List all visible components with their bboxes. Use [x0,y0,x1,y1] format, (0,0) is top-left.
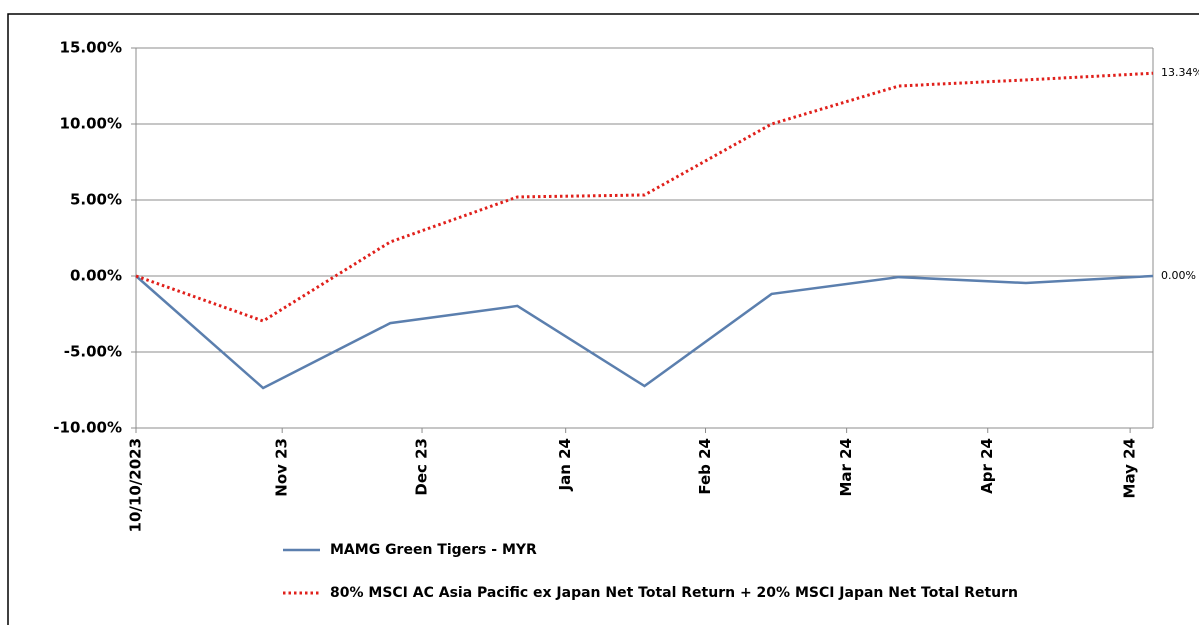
x-tick-label: Apr 24 [978,438,996,494]
x-tick-label: Jan 24 [556,438,574,491]
legend-label: 80% MSCI AC Asia Pacific ex Japan Net To… [330,585,1018,601]
x-tick-label: 10/10/2023 [127,438,145,532]
end-label: 13.34% [1161,66,1199,79]
series-line [135,274,1154,390]
y-tick-label: 15.00% [60,39,122,57]
x-tick-label: Nov 23 [273,438,291,497]
x-tick-label: Feb 24 [696,438,714,495]
series-line [135,71,1154,323]
x-tick-label: Dec 23 [413,438,431,496]
x-tick-label: Mar 24 [837,438,855,497]
y-tick-label: -10.00% [53,419,122,437]
y-tick-label: 5.00% [70,191,122,209]
frame [7,13,1199,629]
y-tick-label: 10.00% [60,115,122,133]
legend-label: MAMG Green Tigers - MYR [330,542,537,558]
y-tick-label: -5.00% [64,343,122,361]
end-label: 0.00% [1161,269,1196,282]
y-tick-label: 0.00% [70,267,122,285]
x-tick-label: May 24 [1121,438,1139,498]
